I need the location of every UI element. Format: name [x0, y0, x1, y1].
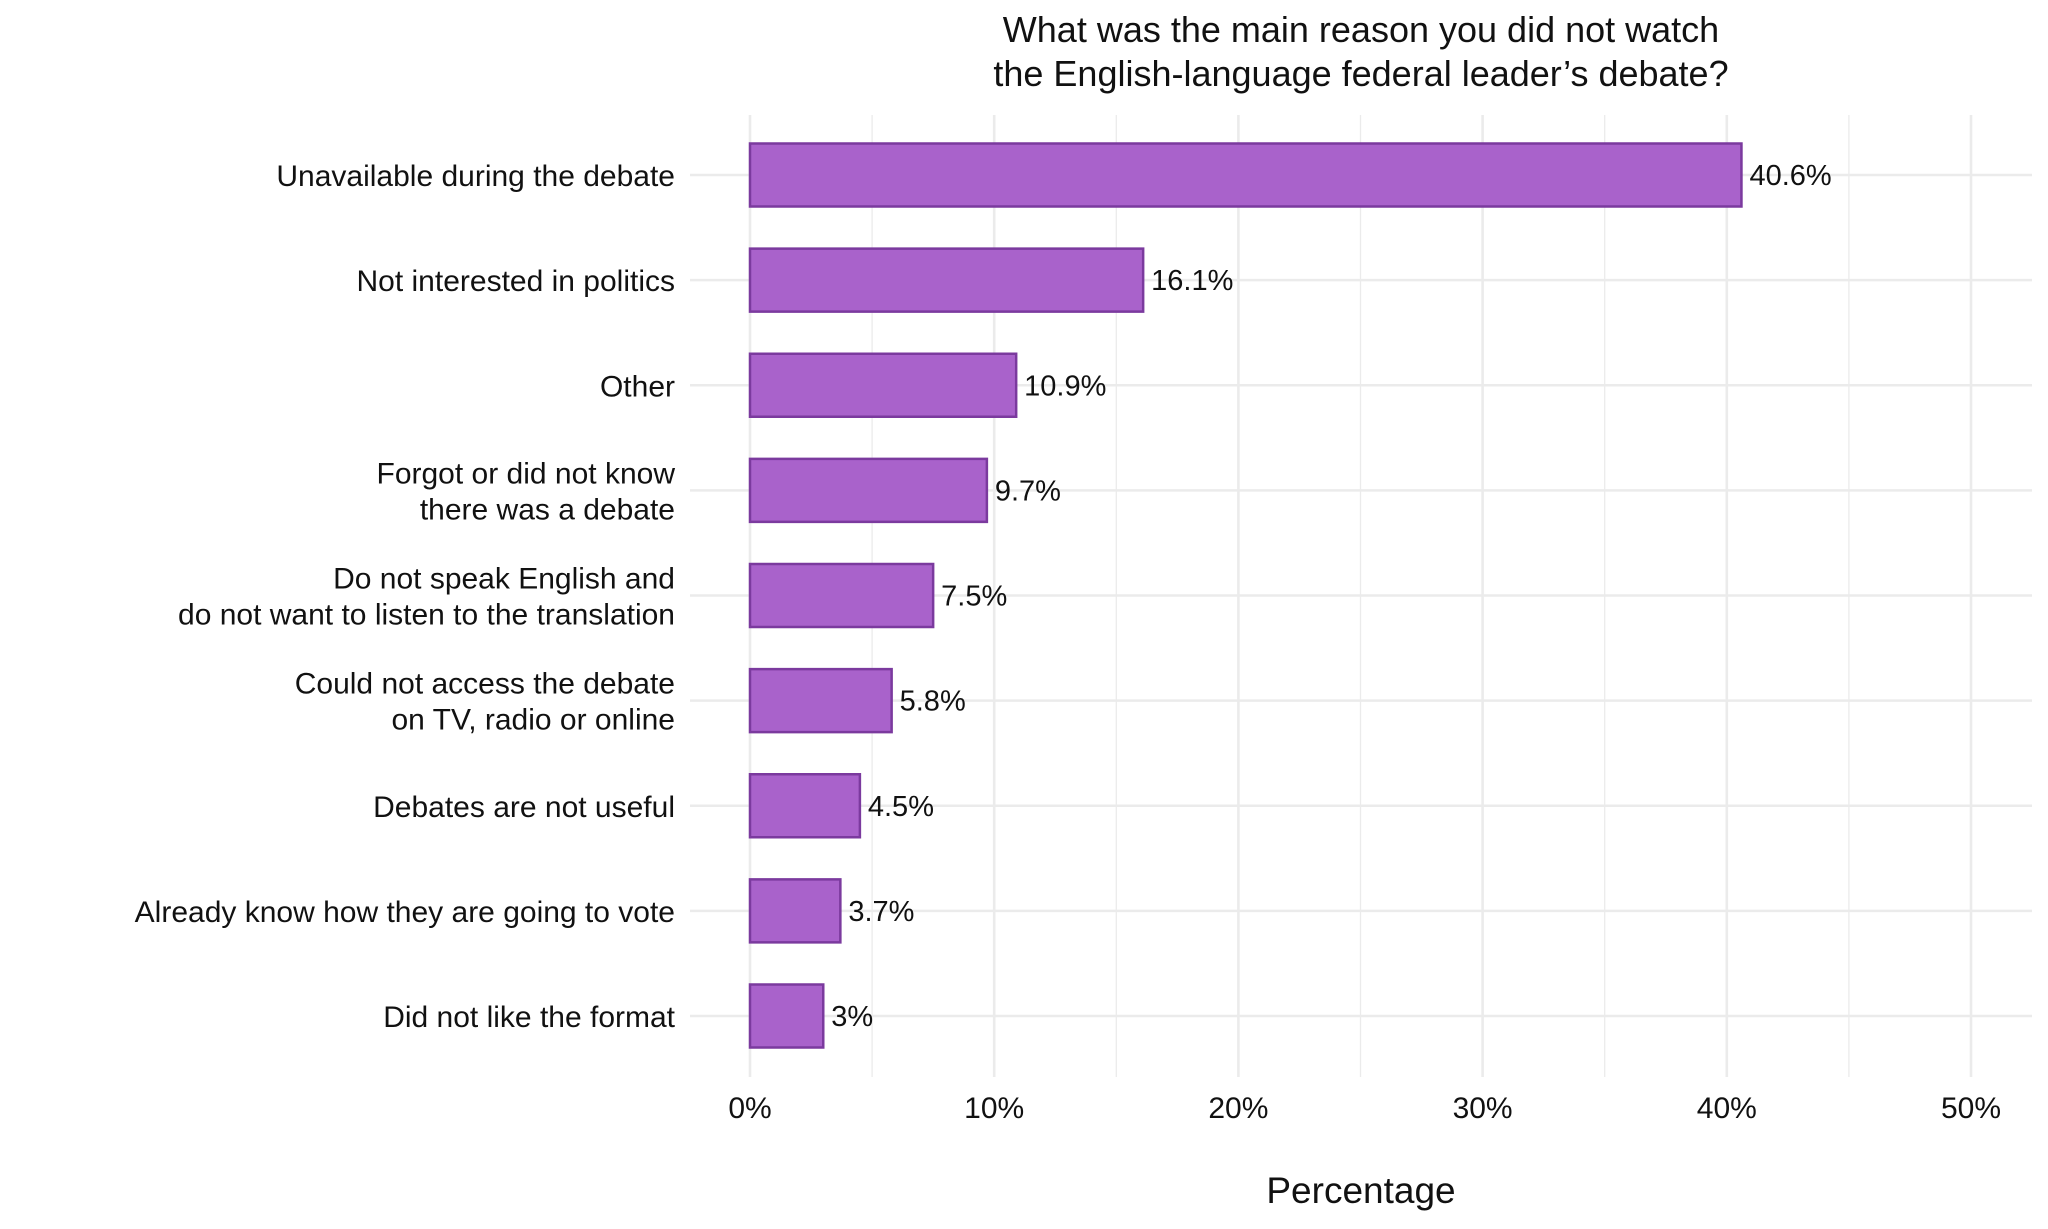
x-tick-label: 40%	[1697, 1092, 1757, 1125]
category-label: Did not like the format	[383, 1001, 675, 1034]
x-tick-label: 20%	[1208, 1092, 1268, 1125]
category-label: on TV, radio or online	[391, 704, 675, 737]
chart-title-line-2: the English-language federal leader’s de…	[993, 53, 1728, 94]
bars: 40.6% 16.1% 10.9% 9.7% 7.5% 5.8% 4.5% 3.7% 3%	[748, 142, 1832, 1049]
data-label: 3%	[831, 1001, 873, 1033]
x-tick-label: 30%	[1453, 1092, 1513, 1125]
data-label: 3.7%	[848, 896, 914, 928]
category-label: Forgot or did not know	[377, 457, 676, 490]
category-label: Debates are not useful	[373, 791, 675, 824]
category-label: Other	[600, 370, 675, 403]
bar	[748, 773, 862, 839]
x-tick-labels: 0% 10% 20% 30% 40% 50%	[728, 1092, 2001, 1125]
category-label: do not want to listen to the translation	[178, 599, 675, 632]
category-label: Could not access the debate	[295, 668, 675, 701]
x-tick-label: 50%	[1941, 1092, 2001, 1125]
data-label: 9.7%	[995, 475, 1061, 507]
data-label: 4.5%	[868, 791, 934, 823]
chart-title-line-1: What was the main reason you did not wat…	[1003, 9, 1719, 50]
x-axis-title: Percentage	[1266, 1170, 1455, 1211]
x-tick-label: 0%	[728, 1092, 771, 1125]
data-label: 40.6%	[1749, 160, 1831, 192]
category-label: Unavailable during the debate	[276, 160, 675, 193]
category-label: Do not speak English and	[333, 563, 675, 596]
data-label: 10.9%	[1024, 370, 1106, 402]
data-label: 16.1%	[1151, 265, 1233, 297]
bar	[748, 983, 825, 1049]
bar	[748, 562, 935, 629]
x-tick-label: 10%	[964, 1092, 1024, 1125]
bar	[748, 142, 1743, 208]
category-label: Already know how they are going to vote	[135, 896, 675, 929]
bar	[748, 457, 989, 524]
bar	[748, 878, 842, 944]
bar	[748, 247, 1145, 313]
bar	[748, 352, 1018, 418]
data-label: 5.8%	[900, 686, 966, 718]
category-label: there was a debate	[420, 493, 675, 526]
category-label: Not interested in politics	[357, 265, 676, 298]
bar	[748, 667, 893, 734]
category-labels: Unavailable during the debate Not interes…	[135, 160, 676, 1034]
data-label: 7.5%	[941, 581, 1007, 613]
